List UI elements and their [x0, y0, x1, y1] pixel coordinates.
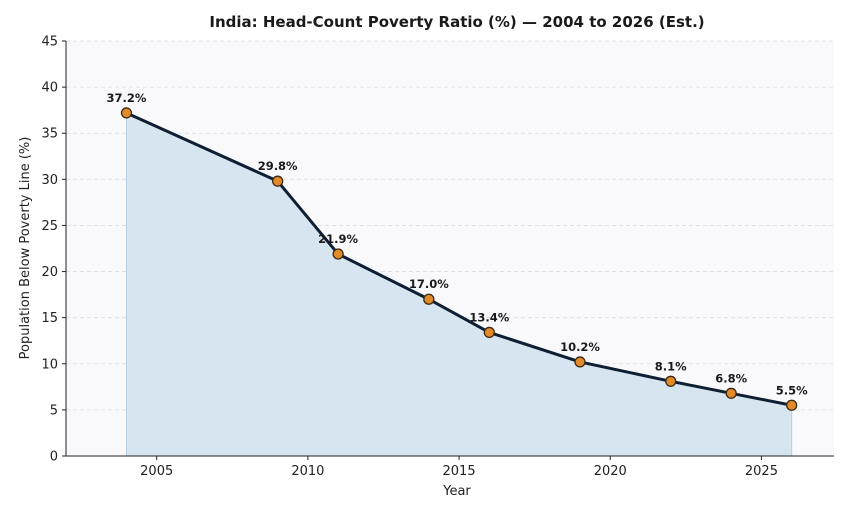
- data-label: 5.5%: [776, 383, 808, 397]
- x-tick-label: 2025: [745, 464, 778, 479]
- data-label: 6.8%: [715, 371, 747, 385]
- data-point: [332, 248, 344, 260]
- data-label: 37.2%: [107, 91, 147, 105]
- x-axis-label: Year: [442, 484, 471, 499]
- y-tick-label: 40: [41, 81, 58, 96]
- data-label: 29.8%: [258, 159, 298, 173]
- y-tick-label: 25: [41, 219, 58, 234]
- y-tick-label: 10: [41, 357, 58, 372]
- data-point: [483, 326, 495, 339]
- data-point: [665, 375, 677, 387]
- y-axis-label: Population Below Poverty Line (%): [18, 137, 33, 360]
- chart-title: India: Head-Count Poverty Ratio (%) — 20…: [209, 13, 704, 31]
- y-tick-label: 0: [50, 450, 58, 465]
- data-points: [120, 107, 798, 411]
- y-tick-label: 45: [41, 35, 58, 50]
- data-point: [120, 107, 133, 119]
- data-label: 21.9%: [318, 232, 358, 246]
- axes: [65, 41, 834, 457]
- y-tick-label: 30: [41, 173, 58, 188]
- data-label: 13.4%: [469, 310, 509, 324]
- data-point: [574, 356, 586, 368]
- y-tick-label: 5: [50, 403, 58, 418]
- y-tick-label: 35: [41, 127, 58, 142]
- x-tick-label: 2010: [291, 464, 324, 479]
- x-tick-label: 2005: [140, 464, 173, 479]
- data-point: [786, 399, 798, 411]
- data-label: 17.0%: [409, 277, 449, 291]
- data-labels: 37.2% 29.8% 21.9% 17.0% 13.4% 10.2% 8.1% 6.8% 5.…: [107, 91, 809, 397]
- x-tick-label: 2020: [594, 464, 627, 479]
- data-label: 8.1%: [655, 359, 687, 373]
- x-tick-label: 2015: [443, 464, 476, 479]
- data-label: 10.2%: [560, 340, 600, 354]
- data-point: [725, 387, 737, 399]
- x-axis-ticks: 2005 2010 2015 2020 2025: [140, 456, 778, 479]
- y-tick-label: 20: [41, 265, 58, 280]
- data-point: [272, 175, 284, 187]
- y-tick-label: 15: [41, 311, 58, 326]
- data-point: [423, 293, 435, 305]
- y-axis-ticks: 0 5 10 15 20 25 30 35 40 45: [41, 35, 66, 465]
